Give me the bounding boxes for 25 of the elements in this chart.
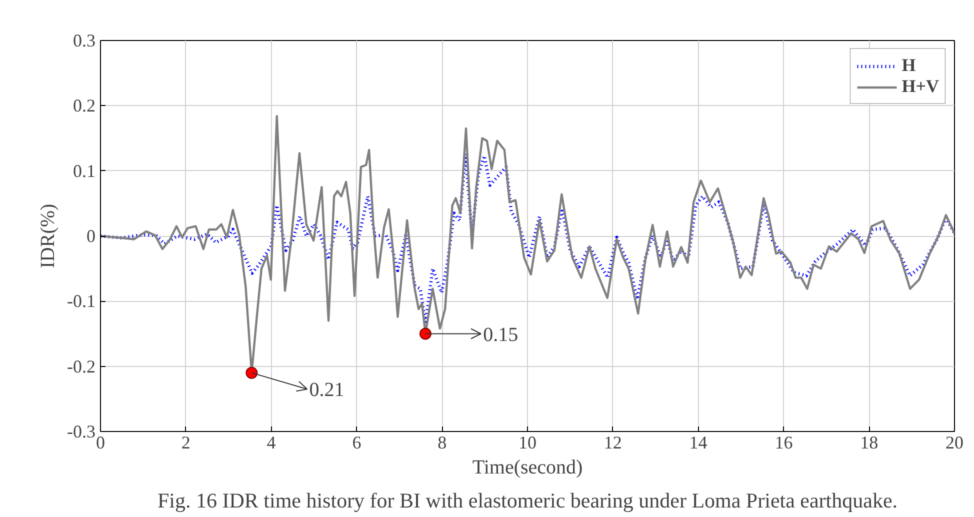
y-tick-label: -0.1 — [67, 291, 96, 312]
x-tick-label: 6 — [352, 432, 362, 452]
x-tick-label: 14 — [689, 432, 708, 452]
x-axis-title: Time(second) — [472, 456, 583, 478]
x-tick-label: 2 — [181, 432, 190, 452]
x-tick-label: 12 — [604, 432, 622, 452]
y-tick-label: 0 — [86, 226, 96, 246]
x-tick-label: 20 — [946, 432, 964, 452]
y-axis-title: IDR(%) — [37, 204, 60, 268]
legend-label: H — [902, 55, 917, 76]
x-tick-label: 8 — [438, 432, 447, 452]
line-series — [100, 152, 954, 326]
x-tick-label: 16 — [774, 432, 793, 452]
legend-label: H+V — [902, 76, 939, 97]
x-tick-label: 10 — [518, 432, 536, 452]
x-tick-label: 18 — [860, 432, 878, 452]
x-tick-label: 4 — [266, 432, 276, 452]
annotation: 0.15 — [483, 324, 518, 346]
y-tick-label: -0.2 — [67, 356, 96, 376]
annotation: 0.21 — [309, 379, 344, 402]
y-tick-label: 0.1 — [73, 160, 96, 181]
caption: Fig. 16 IDR time history for BI with elastomeric bearing under Loma Prieta earthquake. — [157, 488, 898, 512]
y-tick-label: -0.3 — [67, 422, 96, 442]
y-tick-label: 0.3 — [73, 30, 96, 50]
y-tick-label: 0.2 — [73, 96, 96, 116]
